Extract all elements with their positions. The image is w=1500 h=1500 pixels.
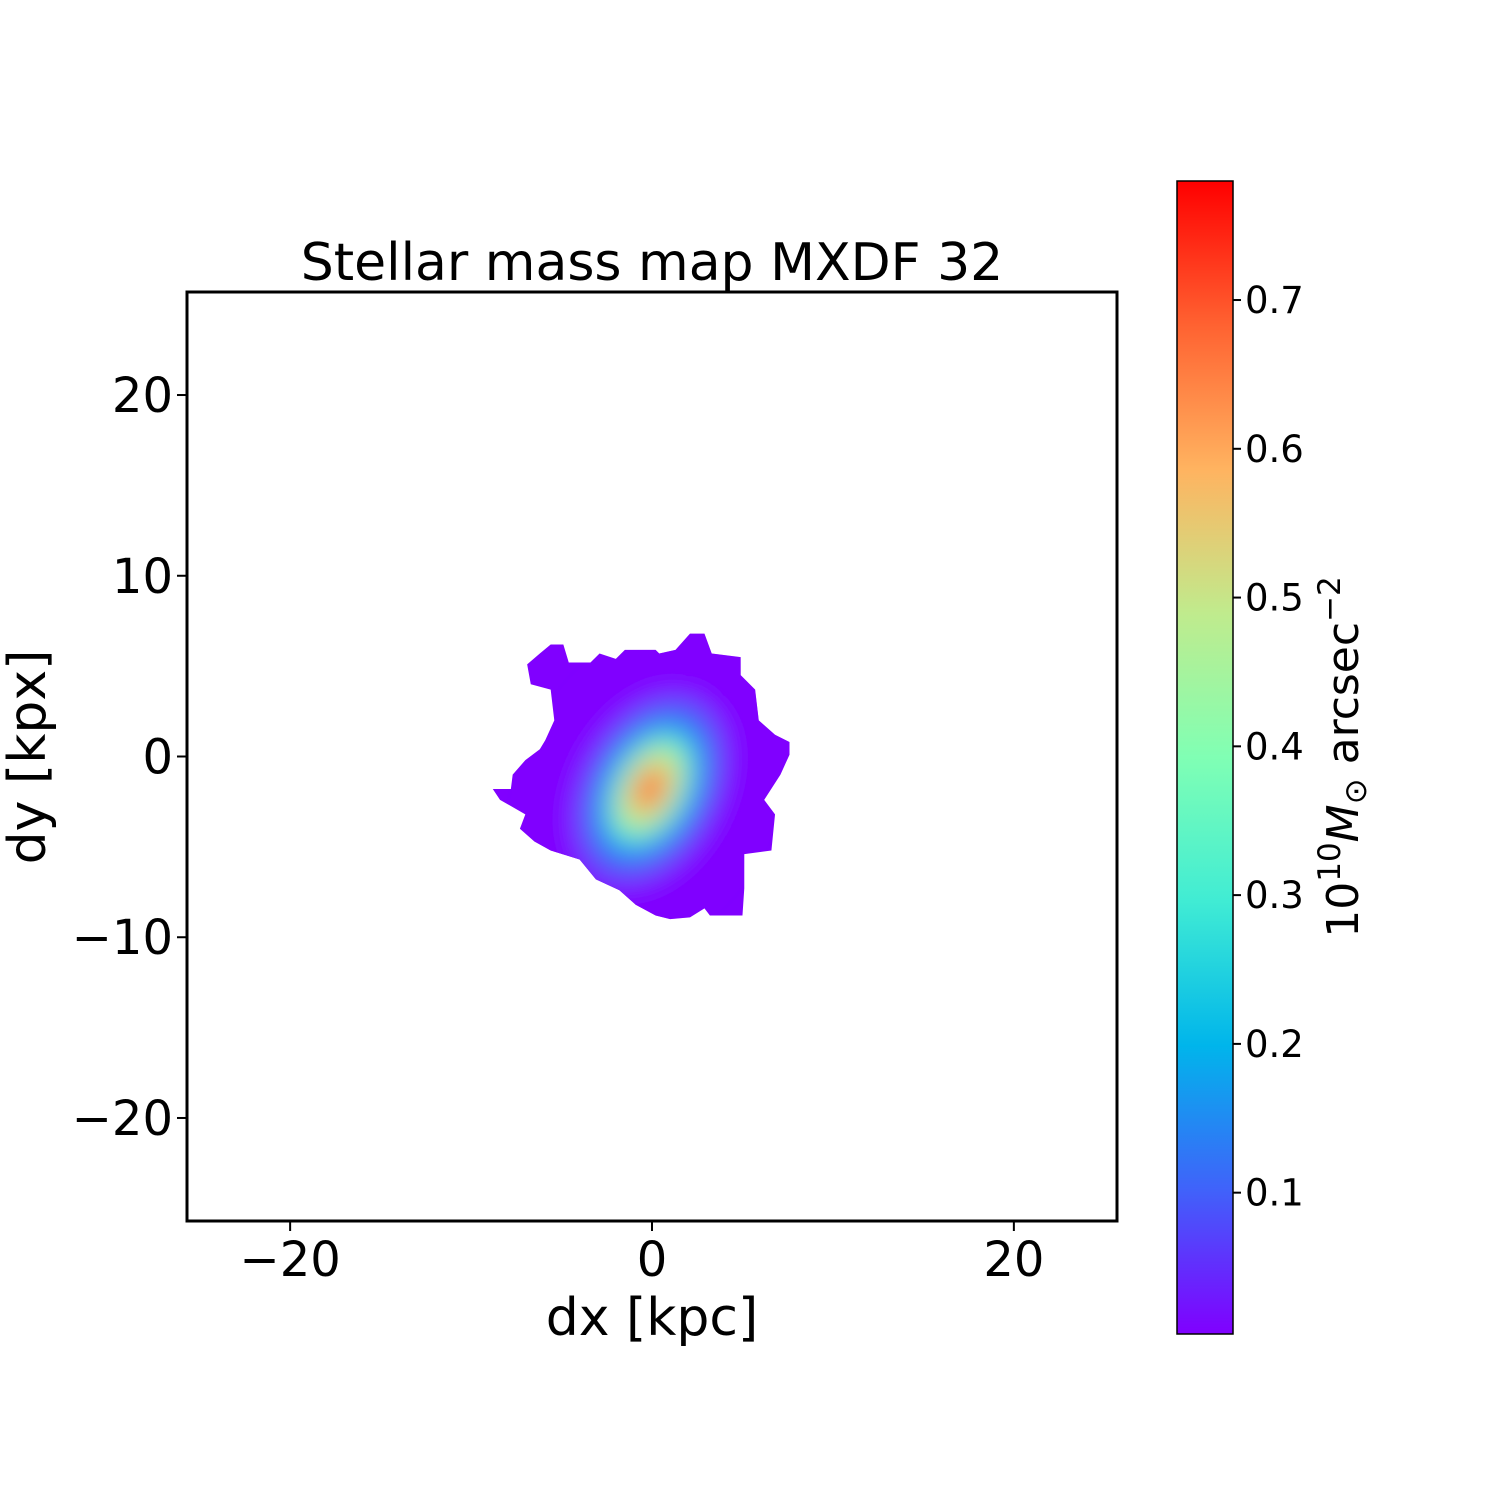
colorbar-tick-label: 0.4 (1245, 725, 1304, 768)
colorbar-tick-label: 0.7 (1245, 279, 1304, 322)
x-axis-label: dx [kpc] (546, 1288, 759, 1348)
y-tick-label: 10 (112, 549, 173, 605)
colorbar-tick-label: 0.3 (1245, 874, 1304, 917)
chart-title: Stellar mass map MXDF 32 (301, 233, 1003, 293)
y-tick-label: 20 (112, 368, 173, 424)
galaxy-mass-map (492, 633, 790, 920)
colorbar-tick-label: 0.6 (1245, 428, 1304, 471)
y-tick-label: 0 (142, 730, 173, 786)
x-tick-label: 20 (983, 1232, 1044, 1288)
x-tick-label: −20 (239, 1232, 340, 1288)
y-tick-label: −20 (72, 1091, 173, 1147)
colorbar-label: 1010M⊙ arcsec−2 (1312, 576, 1374, 938)
x-tick-label: 0 (637, 1232, 668, 1288)
colorbar-tick-label: 0.5 (1245, 577, 1304, 620)
y-axis: −20 −10 0 10 20 (72, 368, 187, 1147)
y-tick-label: −10 (72, 910, 173, 966)
mass-density-level (643, 779, 658, 799)
colorbar-tick-label: 0.1 (1245, 1172, 1304, 1215)
y-axis-label: dy [kpx] (0, 650, 58, 865)
colorbar-tick-label: 0.2 (1245, 1023, 1304, 1066)
colorbar (1176, 180, 1234, 1335)
x-axis: −20 0 20 (239, 1221, 1044, 1288)
colorbar-axis: 0.1 0.2 0.3 0.4 0.5 0.6 0.7 (1233, 279, 1304, 1215)
